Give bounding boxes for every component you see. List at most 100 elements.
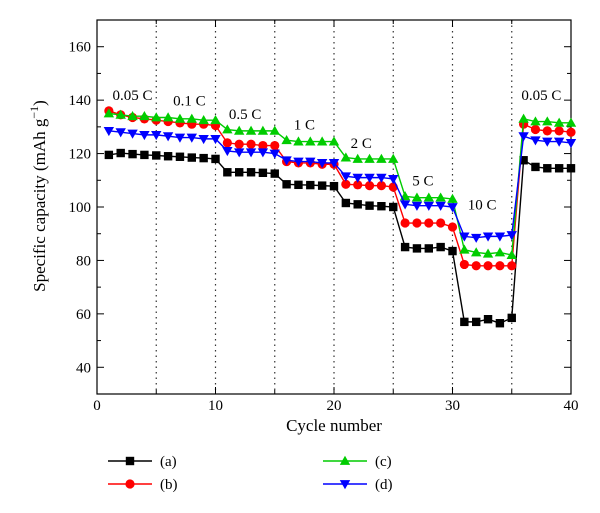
data-point	[471, 247, 482, 257]
data-point	[234, 139, 244, 149]
data-point	[341, 179, 351, 189]
data-point	[494, 247, 506, 257]
data-point	[257, 148, 269, 158]
data-point	[174, 113, 186, 123]
data-point	[494, 232, 506, 242]
rate-label: 10 C	[468, 198, 497, 214]
data-point	[258, 140, 268, 151]
data-point	[565, 138, 577, 149]
data-point	[162, 112, 174, 122]
data-point	[257, 125, 269, 135]
data-point	[352, 173, 363, 183]
legend-label: (d)	[375, 477, 393, 493]
data-point	[542, 137, 553, 147]
data-point	[482, 232, 494, 242]
data-point	[329, 181, 339, 191]
data-point	[471, 261, 481, 271]
legend-item: (a)	[108, 454, 177, 470]
data-point	[235, 168, 244, 177]
rate-label: 0.05 C	[113, 88, 153, 104]
y-tick-label: 40	[76, 360, 91, 376]
data-point	[423, 192, 434, 202]
data-point	[104, 150, 114, 160]
legend-marker	[125, 479, 135, 489]
data-point	[411, 201, 423, 211]
data-point	[376, 173, 387, 183]
data-point	[317, 181, 327, 190]
data-point	[162, 132, 174, 142]
x-tick-label: 10	[208, 398, 223, 414]
legend-marker	[339, 480, 351, 490]
data-point	[424, 218, 434, 228]
data-point	[269, 149, 280, 159]
series-line	[108, 130, 572, 239]
data-point	[412, 244, 422, 253]
data-point	[245, 125, 257, 135]
data-point	[211, 154, 220, 164]
y-tick-label: 120	[69, 147, 92, 163]
x-tick-label: 20	[327, 398, 342, 414]
data-point	[436, 218, 446, 228]
data-point	[293, 136, 304, 146]
data-point	[115, 128, 126, 138]
legend-label: (a)	[160, 454, 177, 470]
data-point	[152, 151, 161, 160]
rate-label: 2 C	[351, 136, 372, 152]
data-point	[340, 172, 352, 182]
data-point	[388, 175, 399, 185]
data-point	[364, 181, 375, 191]
data-point	[435, 192, 446, 202]
data-point	[245, 148, 257, 158]
data-point	[270, 140, 280, 151]
data-point	[389, 202, 398, 212]
data-point	[294, 180, 303, 190]
data-point	[436, 242, 445, 252]
data-point	[222, 138, 232, 148]
data-point	[399, 200, 411, 210]
data-point	[151, 112, 162, 122]
data-point	[128, 149, 137, 159]
data-point	[506, 231, 517, 241]
x-tick-label: 40	[564, 398, 579, 414]
data-point	[281, 135, 292, 145]
data-point	[412, 218, 422, 228]
x-axis-label: Cycle number	[286, 416, 382, 435]
data-point	[210, 114, 221, 125]
y-tick-label: 100	[69, 200, 92, 216]
data-point	[340, 152, 352, 162]
data-point	[364, 173, 375, 183]
y-axis-label: Specific capacity (mAh g−1)	[27, 100, 49, 292]
data-point	[553, 117, 565, 127]
data-point	[365, 201, 374, 210]
data-point	[519, 156, 528, 165]
series-1	[104, 106, 576, 271]
data-point	[530, 116, 541, 126]
y-tick-label: 60	[76, 307, 91, 323]
data-point	[376, 153, 387, 163]
legend-item: (c)	[323, 454, 392, 470]
plot-area: 0 10 20 30 40 40 60 80 100 120 140 160 0.05 C 0.1 C 0.…	[69, 19, 579, 414]
data-point	[400, 218, 410, 228]
data-point	[447, 193, 458, 203]
y-tick-label: 140	[69, 93, 92, 109]
data-point	[258, 168, 268, 178]
data-point	[199, 153, 208, 163]
legend-label: (b)	[160, 477, 178, 493]
data-point	[305, 157, 316, 167]
data-point	[151, 130, 162, 141]
data-point	[447, 222, 458, 232]
data-point	[187, 153, 196, 162]
data-point	[542, 126, 552, 136]
legend-label: (c)	[375, 454, 392, 470]
data-point	[328, 159, 340, 169]
data-point	[530, 136, 541, 146]
data-point	[554, 164, 564, 173]
data-point	[175, 152, 185, 161]
data-point	[400, 242, 410, 252]
data-point	[566, 127, 576, 137]
data-point	[459, 259, 469, 270]
legend-marker	[339, 455, 351, 465]
data-point	[376, 181, 386, 191]
series-line	[108, 152, 571, 324]
data-point	[459, 232, 470, 242]
